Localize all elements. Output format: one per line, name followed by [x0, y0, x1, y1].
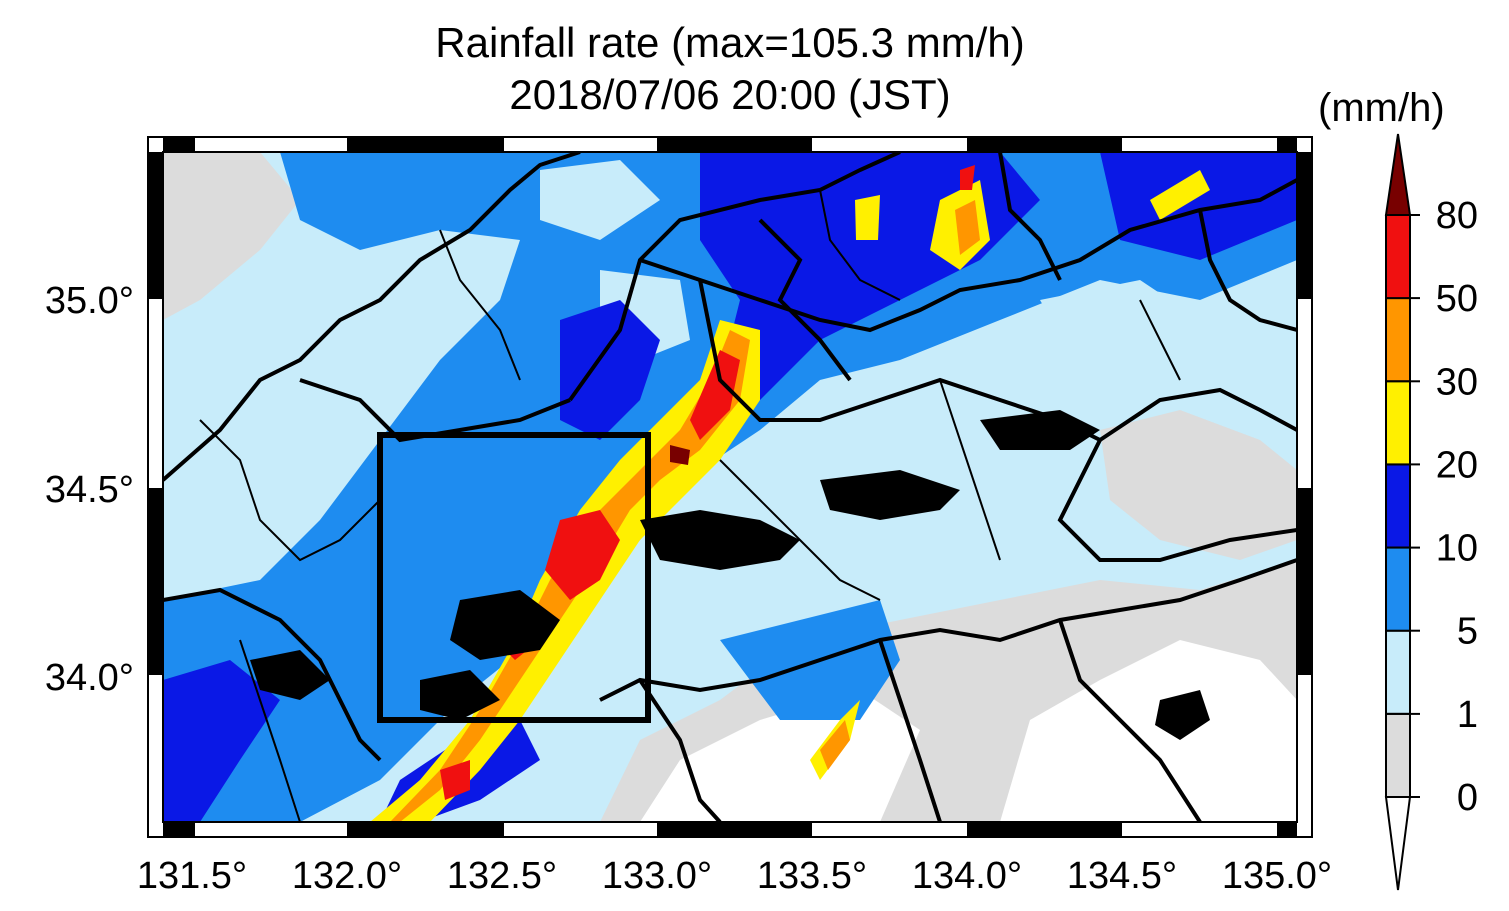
- lat-tick-label: 35.0°: [45, 280, 134, 322]
- colorbar-label: 1: [1457, 694, 1478, 736]
- lon-tick-label: 133.5°: [757, 855, 867, 897]
- rain-core-darkred: [670, 445, 690, 465]
- boundary-line: [599, 558, 1297, 702]
- rain-cell-orange-north: [955, 200, 980, 255]
- rain-cell-yellow-north-2: [855, 195, 880, 240]
- rain-core-red-2: [545, 510, 620, 600]
- boundary-line: [638, 678, 722, 822]
- rain-core-red-1: [690, 350, 740, 440]
- rain-core-red-4: [440, 760, 470, 800]
- boundary-line: [1098, 387, 1297, 442]
- rain-patch-light-1: [540, 160, 660, 240]
- frame-bar-top: [347, 137, 504, 152]
- rain-cell-orange-se: [820, 720, 850, 770]
- rain-band-heavy-sw: [163, 660, 280, 822]
- colorbar-arrow-max: [1384, 133, 1412, 216]
- rain-band-heavy-central: [560, 300, 660, 440]
- colorbar-segment: [1385, 712, 1411, 799]
- colorbar-segment: [1385, 463, 1411, 549]
- lon-tick-label: 131.5°: [137, 855, 247, 897]
- boundary-line: [998, 152, 1062, 281]
- colorbar-label: 80: [1436, 195, 1478, 237]
- boundary-line: [439, 229, 521, 381]
- map-area: [147, 136, 1313, 838]
- colorbar: 0 1 5 10 20 30 50 80: [1384, 133, 1478, 891]
- frame-tick-bars: [148, 137, 1312, 837]
- colorbar-label: 50: [1436, 278, 1478, 320]
- frame-bar-right: [1297, 488, 1312, 675]
- boundary-line: [199, 419, 381, 562]
- colorbar-arrow-min: [1384, 796, 1412, 891]
- rain-band-heavy-ne: [1100, 152, 1297, 260]
- colorbar-label: 5: [1457, 611, 1478, 653]
- lon-tick-label: 132.5°: [447, 855, 557, 897]
- colorbar-segment: [1385, 546, 1411, 632]
- lon-tick-labels: 131.5° 132.0° 132.5° 133.0° 133.5° 134.0…: [137, 855, 1332, 897]
- coastline-islands: [250, 410, 1210, 740]
- frame-bar-bottom: [967, 822, 1122, 837]
- lon-tick-label: 135.0°: [1222, 855, 1332, 897]
- frame-bar-right: [1297, 152, 1312, 299]
- island-cluster: [980, 410, 1100, 450]
- island-cluster: [1155, 690, 1210, 740]
- lon-tick-label: 134.0°: [912, 855, 1022, 897]
- lon-tick-label: 134.5°: [1067, 855, 1177, 897]
- frame-bar-left: [148, 152, 163, 299]
- colorbar-segment: [1385, 629, 1411, 715]
- frame-bar-bottom: [1277, 822, 1297, 837]
- frame-bar-left: [148, 488, 163, 675]
- map-timestamp: 2018/07/06 20:00 (JST): [509, 71, 951, 118]
- colorbar-segment: [1385, 297, 1411, 383]
- island-cluster: [820, 470, 960, 520]
- boundary-line: [758, 218, 852, 382]
- frame-bar-bottom: [657, 822, 812, 837]
- boundary-line: [878, 639, 942, 822]
- prefecture-boundaries: [163, 152, 1297, 822]
- rainfall-field: [163, 152, 1297, 822]
- frame-bar-top: [657, 137, 812, 152]
- boundary-line: [239, 639, 301, 822]
- rain-area-light-west: [163, 152, 300, 320]
- frame-bar-top: [967, 137, 1122, 152]
- colorbar-segment: [1385, 214, 1411, 300]
- frame-bar-top: [163, 137, 195, 152]
- colorbar-segment: [1385, 380, 1411, 466]
- rain-area-gray-east: [1100, 410, 1297, 560]
- boundary-line: [1139, 299, 1181, 381]
- boundary-line: [163, 587, 382, 762]
- boundary-line: [1057, 439, 1297, 562]
- colorbar-unit: (mm/h): [1318, 86, 1445, 130]
- lat-tick-label: 34.0°: [45, 657, 134, 699]
- boundary-line: [939, 379, 1001, 561]
- rain-area-none-southeast: [1000, 640, 1297, 822]
- map-title: Rainfall rate (max=105.3 mm/h): [435, 19, 1025, 66]
- frame-bar-bottom: [163, 822, 195, 837]
- lat-tick-labels: 35.0° 34.5° 34.0°: [45, 280, 134, 699]
- rain-band-moderate-se: [720, 600, 900, 720]
- colorbar-label: 30: [1436, 361, 1478, 403]
- boundary-line: [163, 152, 581, 482]
- island-cluster: [420, 670, 500, 720]
- colorbar-label: 0: [1457, 777, 1478, 819]
- colorbar-label: 10: [1436, 528, 1478, 570]
- boundary-line: [1198, 209, 1297, 332]
- boundary-line: [568, 152, 901, 402]
- lon-tick-label: 133.0°: [602, 855, 712, 897]
- boundary-line: [819, 189, 901, 301]
- frame-bar-bottom: [347, 822, 504, 837]
- rain-core-red-5: [960, 165, 975, 190]
- lon-tick-label: 132.0°: [292, 855, 402, 897]
- frame-bar-top: [1277, 137, 1297, 152]
- rain-patch-light-3: [1040, 280, 1200, 380]
- colorbar-label: 20: [1436, 444, 1478, 486]
- lat-tick-label: 34.5°: [45, 469, 134, 511]
- island-cluster: [450, 590, 560, 660]
- rain-band-moderate-north: [163, 152, 1297, 822]
- boundary-line: [1058, 619, 1202, 822]
- island-cluster: [250, 650, 330, 700]
- rain-cell-yellow-ne: [1150, 170, 1210, 220]
- island-cluster: [640, 510, 800, 570]
- analysis-region-box: [377, 432, 651, 723]
